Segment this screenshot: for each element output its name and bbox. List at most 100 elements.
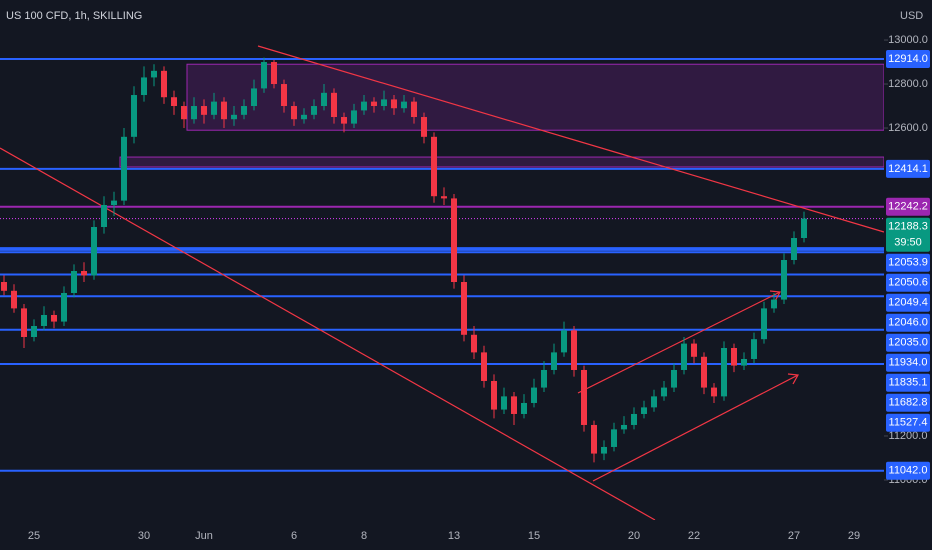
price-label-box — [886, 273, 930, 292]
price-label-box — [886, 217, 930, 252]
candle-body — [191, 106, 197, 120]
candle-body — [211, 101, 217, 115]
time-axis — [0, 520, 884, 550]
currency: USD — [900, 10, 923, 22]
candle-body — [411, 101, 417, 118]
price-label: 12188.3 — [888, 221, 928, 233]
y-tick-label: 12600.0 — [888, 122, 928, 134]
candle-body — [401, 101, 407, 109]
candle-body — [431, 136, 437, 197]
x-tick-label: 6 — [291, 530, 297, 542]
candle-body — [171, 97, 177, 107]
price-label: 11835.1 — [889, 377, 928, 389]
x-tick-label: 20 — [628, 530, 640, 542]
candle-body — [631, 413, 637, 425]
candle-body — [651, 396, 657, 408]
candle-body — [421, 117, 427, 137]
price-label: 12414.1 — [888, 163, 928, 175]
y-tick-label: 13000.0 — [888, 34, 928, 46]
candle-body — [371, 101, 377, 107]
zone — [119, 156, 885, 168]
channel-line — [577, 291, 781, 394]
price-label: 12049.4 — [888, 297, 928, 309]
y-tick-label: 11200.0 — [889, 430, 928, 442]
candle-body — [581, 369, 587, 425]
candle-body — [51, 314, 57, 322]
candle-body — [481, 352, 487, 381]
candle-body — [471, 334, 477, 353]
candle-body — [351, 110, 357, 124]
candle-body — [591, 424, 597, 454]
candle-body — [131, 95, 137, 137]
x-tick-label: 15 — [528, 530, 540, 542]
candle-body — [161, 70, 167, 98]
candle-body — [641, 407, 647, 414]
levels — [0, 57, 884, 472]
candle-body — [621, 424, 627, 430]
channel-line — [592, 374, 799, 482]
candle-body — [321, 92, 327, 107]
x-tick-label: 13 — [448, 530, 460, 542]
x-tick-label: 27 — [788, 530, 800, 542]
candle-body — [241, 106, 247, 115]
price-label: 11527.4 — [889, 417, 928, 429]
candle-body — [611, 429, 617, 447]
price-label-box — [886, 159, 930, 178]
price-label: 12035.0 — [888, 337, 928, 349]
price-label-box — [886, 293, 930, 312]
candle-body — [361, 101, 367, 111]
chart-title: US 100 CFD, 1h, SKILLING — [6, 10, 142, 22]
candle-body — [71, 270, 77, 293]
arrow-head — [769, 290, 781, 302]
candle-body — [681, 343, 687, 370]
candle-body — [721, 347, 727, 397]
candle-body — [701, 356, 707, 388]
x-tick-label: 25 — [28, 530, 40, 542]
candle-body — [691, 343, 697, 357]
zone — [186, 63, 885, 131]
candle-body — [741, 358, 747, 366]
candle-body — [181, 106, 187, 120]
candle-body — [661, 387, 667, 397]
candle-body — [251, 88, 257, 107]
candle-body — [111, 200, 117, 206]
price-label: 12046.0 — [888, 317, 928, 329]
candle-body — [91, 227, 97, 276]
candle-body — [151, 70, 157, 78]
candle-body — [341, 117, 347, 124]
candle-body — [671, 369, 677, 388]
candle-body — [501, 396, 507, 410]
price-label-box — [886, 393, 930, 412]
candle-body — [391, 99, 397, 109]
candle-body — [281, 84, 287, 107]
price-label-box — [886, 413, 930, 432]
candle-body — [121, 136, 127, 201]
y-tick-label: 12800.0 — [888, 78, 928, 90]
candle-body — [751, 339, 757, 359]
x-tick-label: 8 — [361, 530, 367, 542]
candle-body — [221, 101, 227, 120]
candle-body — [61, 292, 67, 322]
price-label: 12914.0 — [888, 53, 928, 65]
candle-body — [31, 325, 37, 337]
price-label-box — [886, 373, 930, 392]
candle-body — [291, 106, 297, 120]
candle-body — [301, 114, 307, 120]
price-label-box — [886, 353, 930, 372]
candle-body — [531, 387, 537, 403]
price-label-box — [886, 253, 930, 272]
candle-body — [561, 330, 567, 353]
candle-body — [521, 402, 527, 414]
candles — [1, 57, 807, 463]
x-tick-label: 30 — [138, 530, 150, 542]
price-label: 12053.9 — [888, 257, 928, 269]
price-label: 11934.0 — [889, 357, 928, 369]
candle-body — [571, 330, 577, 370]
candle-body — [41, 314, 47, 326]
candle-body — [461, 281, 467, 335]
candle-body — [541, 369, 547, 388]
price-label: 12242.2 — [888, 201, 928, 213]
candle-body — [81, 270, 87, 276]
x-tick-label: Jun — [195, 530, 213, 542]
